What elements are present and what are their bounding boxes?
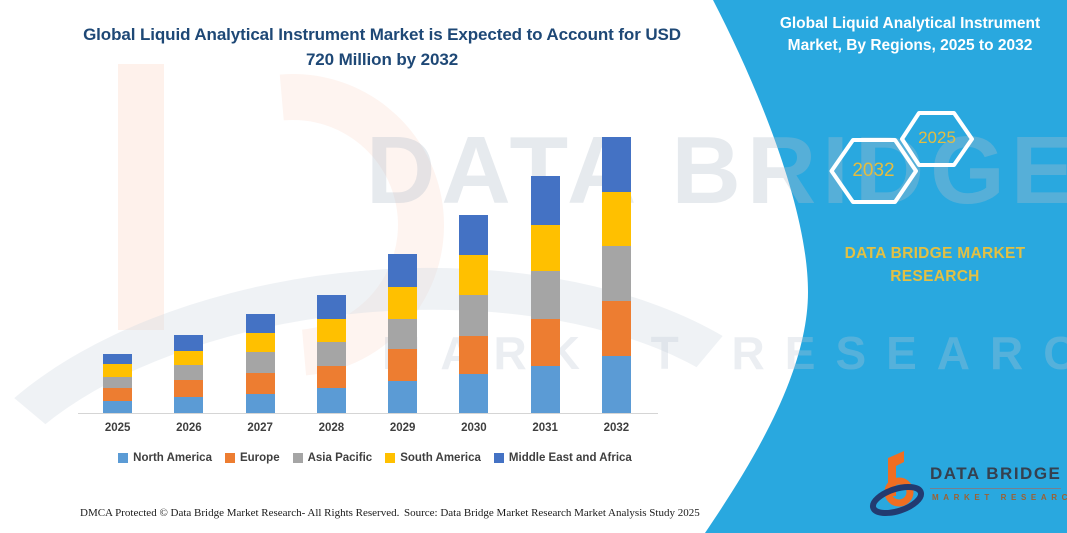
stacked-bar-chart bbox=[82, 110, 652, 413]
bar-segment-2027-asia-pacific bbox=[245, 352, 275, 373]
bar-segment-2029-south-america bbox=[388, 287, 418, 319]
legend-swatch bbox=[493, 453, 504, 463]
bar-segment-2025-europe bbox=[103, 388, 133, 401]
databridge-logo-icon bbox=[869, 451, 925, 517]
bar-segment-2031-north-america bbox=[530, 366, 560, 413]
bar-2032 bbox=[601, 137, 631, 413]
legend-label: South America bbox=[400, 452, 481, 464]
footer-source: Source: Data Bridge Market Research Mark… bbox=[404, 507, 700, 519]
databridge-logo: DATA BRIDGE MARKET RESEARCH bbox=[868, 448, 1067, 528]
bar-segment-2028-europe bbox=[316, 366, 346, 388]
bar-segment-2027-europe bbox=[245, 373, 275, 394]
bar-segment-2026-middle-east-and-africa bbox=[174, 335, 204, 351]
bar-segment-2029-asia-pacific bbox=[388, 319, 418, 349]
legend-swatch bbox=[224, 453, 235, 463]
bar-segment-2025-middle-east-and-africa bbox=[103, 354, 133, 364]
chart-title: Global Liquid Analytical Instrument Mark… bbox=[83, 25, 681, 69]
bar-2029 bbox=[388, 254, 418, 413]
bar-2031 bbox=[530, 176, 560, 413]
legend-label: Middle East and Africa bbox=[508, 452, 632, 464]
chart-legend: North America Europe Asia Pacific South Ame… bbox=[55, 452, 695, 464]
bar-2026 bbox=[174, 335, 204, 413]
watermark-text-marketresearch: MARKET RESEARCH bbox=[382, 327, 1067, 379]
x-axis-label-2026: 2026 bbox=[176, 422, 202, 434]
bar-segment-2028-north-america bbox=[316, 388, 346, 413]
x-axis-label-2027: 2027 bbox=[247, 422, 273, 434]
x-axis-labels: 2025 2026 2027 2028 2029 2030 2031 2032 bbox=[82, 422, 652, 434]
watermark-text-databridge: DATA BRIDGE bbox=[366, 117, 1067, 224]
panel-title: Global Liquid Analytical Instrument Mark… bbox=[779, 15, 1041, 55]
bar-segment-2030-asia-pacific bbox=[459, 295, 489, 336]
bar-segment-2029-middle-east-and-africa bbox=[388, 254, 418, 287]
hexagon-label-2025: 2025 bbox=[918, 128, 956, 147]
legend-label: North America bbox=[133, 452, 212, 464]
bar-segment-2025-north-america bbox=[103, 401, 133, 413]
legend-item-south-america: South America bbox=[385, 452, 481, 464]
legend-label: Asia Pacific bbox=[307, 452, 373, 464]
hexagon-label-2032: 2032 bbox=[852, 160, 895, 181]
bar-segment-2026-south-america bbox=[174, 351, 204, 365]
x-axis-label-2032: 2032 bbox=[603, 422, 630, 434]
legend-item-asia-pacific: Asia Pacific bbox=[292, 452, 373, 464]
x-axis-label-2031: 2031 bbox=[532, 422, 558, 434]
legend-item-north-america: North America bbox=[118, 452, 212, 464]
bar-2028 bbox=[316, 295, 346, 413]
footer-dmca: DMCA Protected © Data Bridge Market Rese… bbox=[80, 507, 400, 519]
bar-segment-2031-europe bbox=[530, 319, 560, 366]
x-axis-line bbox=[78, 413, 658, 414]
logo-name: DATA BRIDGE bbox=[930, 464, 1062, 489]
bar-segment-2030-north-america bbox=[459, 374, 489, 413]
logo-watermark-stem bbox=[118, 64, 164, 330]
bar-segment-2032-asia-pacific bbox=[601, 246, 631, 301]
legend-item-middle-east-and-africa: Middle East and Africa bbox=[493, 452, 632, 464]
bar-segment-2028-south-america bbox=[316, 319, 346, 342]
bar-segment-2032-south-america bbox=[601, 192, 631, 246]
x-axis-label-2028: 2028 bbox=[318, 422, 345, 434]
bar-segment-2027-south-america bbox=[245, 333, 275, 352]
legend-swatch bbox=[385, 453, 396, 463]
bar-2025 bbox=[103, 354, 133, 413]
legend-swatch bbox=[118, 453, 129, 463]
bar-segment-2028-middle-east-and-africa bbox=[316, 295, 346, 319]
bar-segment-2026-asia-pacific bbox=[174, 365, 204, 380]
bar-segment-2027-north-america bbox=[245, 394, 275, 413]
bar-segment-2028-asia-pacific bbox=[316, 342, 346, 366]
x-axis-label-2025: 2025 bbox=[104, 422, 131, 434]
bar-segment-2026-north-america bbox=[174, 397, 204, 413]
bar-segment-2032-europe bbox=[601, 301, 631, 356]
bar-segment-2032-middle-east-and-africa bbox=[601, 137, 631, 192]
legend-item-europe: Europe bbox=[224, 452, 280, 464]
legend-swatch bbox=[292, 453, 303, 463]
bar-segment-2027-middle-east-and-africa bbox=[245, 314, 275, 333]
bar-segment-2030-middle-east-and-africa bbox=[459, 215, 489, 255]
x-axis-label-2030: 2030 bbox=[461, 422, 487, 434]
bar-segment-2029-north-america bbox=[388, 381, 418, 413]
x-axis-label-2029: 2029 bbox=[389, 422, 416, 434]
bar-segment-2031-asia-pacific bbox=[530, 271, 560, 319]
bar-segment-2032-north-america bbox=[601, 356, 631, 413]
bar-segment-2026-europe bbox=[174, 380, 204, 397]
bar-2030 bbox=[459, 215, 489, 413]
bar-2027 bbox=[245, 314, 275, 413]
bar-segment-2029-europe bbox=[388, 349, 418, 381]
bar-segment-2025-south-america bbox=[103, 364, 133, 377]
logo-subtitle: MARKET RESEARCH bbox=[932, 493, 1067, 502]
bar-segment-2025-asia-pacific bbox=[103, 377, 133, 388]
hexagon-badges bbox=[829, 111, 974, 204]
brand-text: DATA BRIDGE MARKET RESEARCH bbox=[844, 245, 1026, 286]
bar-segment-2031-south-america bbox=[530, 225, 560, 271]
legend-label: Europe bbox=[239, 452, 280, 464]
bar-segment-2030-south-america bbox=[459, 255, 489, 295]
bar-segment-2030-europe bbox=[459, 336, 489, 374]
bar-segment-2031-middle-east-and-africa bbox=[530, 176, 560, 225]
